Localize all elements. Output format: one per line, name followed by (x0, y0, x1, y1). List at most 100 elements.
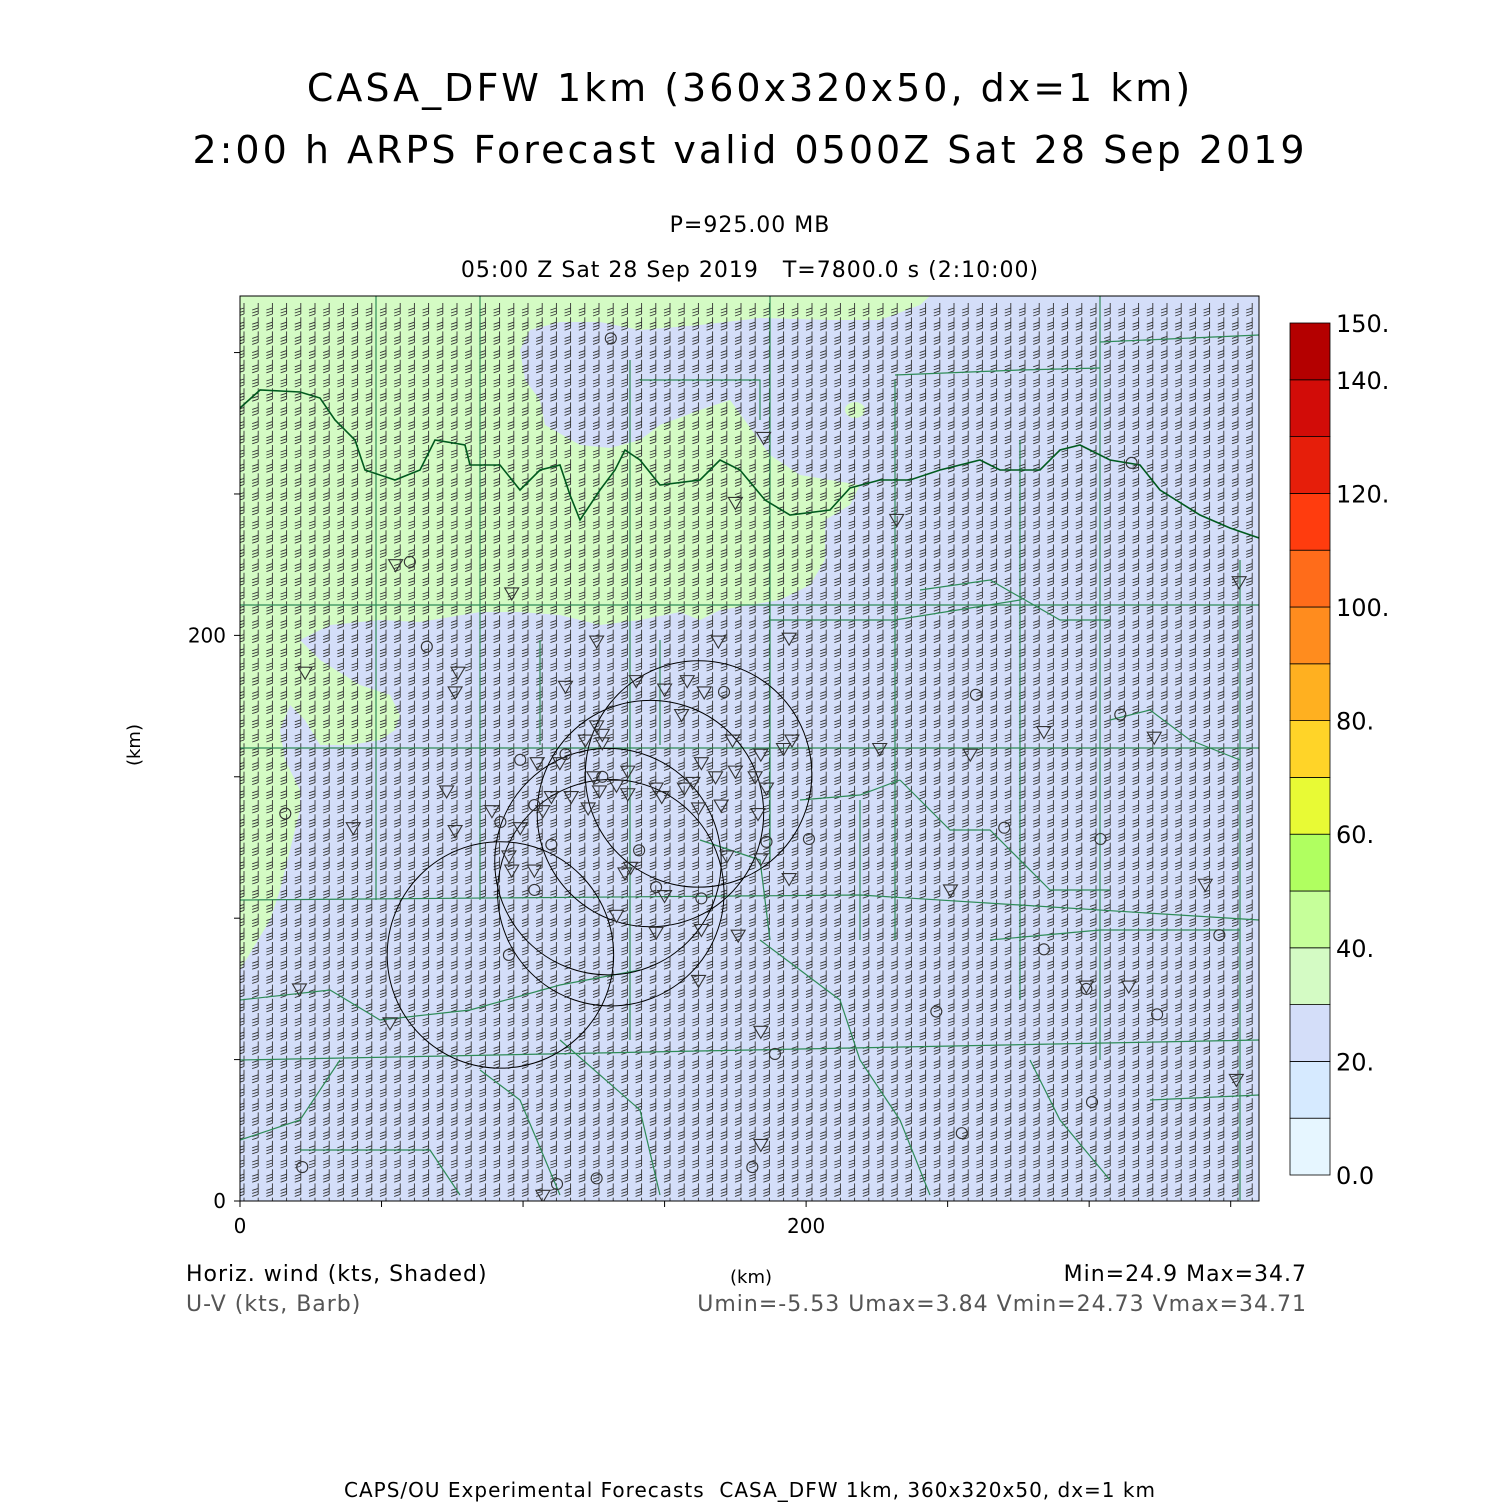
wind-barb (962, 800, 969, 814)
station-triangle (588, 635, 605, 650)
wind-barb (962, 970, 969, 984)
wind-barb (422, 757, 430, 771)
wind-barb (294, 856, 302, 871)
x-tick-label: 0 (234, 1214, 247, 1238)
wind-barb (1189, 998, 1196, 1013)
wind-barb (493, 1013, 501, 1027)
wind-barb (678, 743, 685, 757)
wind-barb (692, 1041, 699, 1055)
wind-barb (1203, 899, 1211, 913)
wind-barb (876, 800, 884, 814)
colorbar-segment (1289, 436, 1331, 494)
wind-barb (678, 1027, 685, 1041)
wind-barb (1132, 757, 1140, 771)
wind-barb (862, 885, 870, 899)
wind-barb (294, 714, 302, 729)
wind-barb (947, 331, 955, 345)
wind-barb (465, 970, 472, 984)
wind-barb (379, 1027, 387, 1041)
wind-barb (1061, 1126, 1069, 1141)
wind-barb (1146, 757, 1154, 771)
wind-barb (663, 956, 671, 970)
wind-barb (564, 714, 572, 729)
wind-barb (777, 643, 785, 658)
wind-barb (962, 572, 969, 587)
wind-barb (635, 729, 643, 743)
wind-barb (905, 771, 912, 786)
wind-barb (1189, 1098, 1196, 1112)
wind-barb (749, 459, 756, 473)
wind-barb (1189, 1055, 1196, 1070)
wind-barb (706, 714, 714, 729)
wind-barb (1175, 757, 1182, 771)
wind-barb (1175, 416, 1182, 431)
wind-barb (1104, 658, 1111, 672)
wind-barb (1118, 1041, 1125, 1055)
wind-barb (663, 1041, 671, 1055)
wind-barb (919, 629, 927, 644)
wind-barb (465, 1169, 472, 1183)
wind-barb (862, 686, 870, 700)
wind-barb (891, 487, 898, 502)
wind-barb (749, 899, 756, 913)
wind-barb (1118, 629, 1125, 644)
wind-barb (1160, 459, 1168, 473)
wind-barb (834, 1183, 841, 1197)
wind-barb (734, 1055, 742, 1070)
wind-barb (1160, 1069, 1168, 1084)
wind-barb (465, 572, 472, 587)
wind-barb (507, 374, 515, 388)
wind-barb (990, 998, 998, 1013)
wind-barb (734, 686, 742, 700)
wind-barb (323, 800, 330, 814)
wind-barb (805, 871, 813, 885)
wind-barb (1075, 629, 1083, 644)
shaded-field-label: Horiz. wind (kts, Shaded) (186, 1262, 488, 1287)
wind-barb (450, 303, 458, 317)
station-circle (1213, 929, 1226, 942)
wind-barb (1047, 601, 1054, 615)
wind-barb (1146, 615, 1154, 629)
wind-barb (1203, 544, 1211, 558)
wind-barb (436, 899, 444, 913)
wind-barb (734, 899, 742, 913)
wind-barb (1217, 317, 1225, 331)
wind-barb (521, 998, 529, 1013)
wind-barb (990, 856, 998, 871)
wind-barb (905, 1140, 912, 1155)
wind-barb (990, 942, 998, 956)
wind-barb (365, 629, 373, 644)
wind-barb (791, 445, 799, 459)
wind-barb (678, 487, 685, 502)
wind-barb (521, 927, 529, 942)
wind-barb (678, 1098, 685, 1112)
wind-barb (521, 388, 529, 402)
wind-barb (1160, 729, 1168, 743)
wind-barb (848, 643, 856, 658)
wind-barb (1231, 998, 1239, 1013)
wind-barb (450, 1013, 458, 1027)
wind-barb (507, 544, 515, 558)
wind-barb (962, 913, 969, 928)
wind-barb (777, 473, 785, 487)
wind-barb (1047, 572, 1054, 587)
wind-barb (465, 388, 472, 402)
wind-barb (550, 1183, 557, 1197)
wind-barb (848, 714, 856, 729)
wind-barb (479, 956, 486, 970)
wind-barb (692, 814, 699, 828)
wind-barb (521, 1155, 529, 1169)
wind-barb (1231, 658, 1239, 672)
wind-barb (394, 899, 401, 913)
wind-barb (749, 388, 756, 402)
wind-barb (550, 942, 557, 956)
wind-barb (862, 828, 870, 842)
wind-barb (1004, 686, 1012, 700)
wind-barb (1089, 388, 1097, 402)
wind-barb (1018, 828, 1026, 842)
radar-range-rings (386, 660, 813, 1069)
wind-barb (1132, 1055, 1140, 1070)
wind-barb (706, 729, 714, 743)
wind-barb (1089, 885, 1097, 899)
wind-barb (1061, 785, 1069, 800)
